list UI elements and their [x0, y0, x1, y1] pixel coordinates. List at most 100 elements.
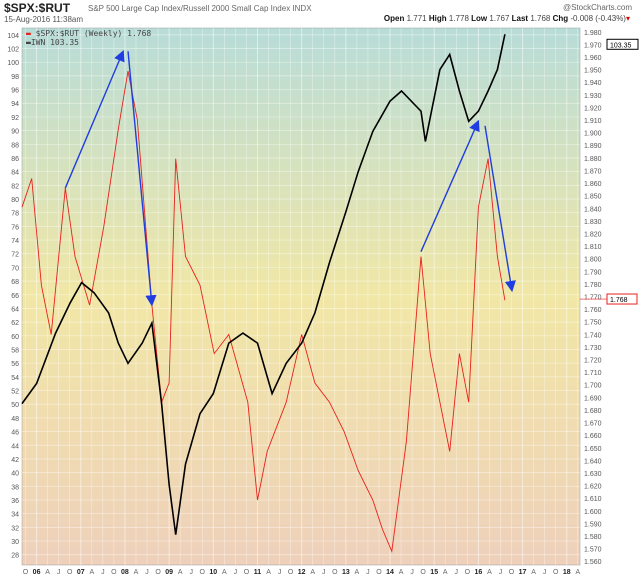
left-tick-label: 30 [11, 539, 19, 546]
high-label: High [428, 14, 447, 23]
right-tick-label: 1.650 [584, 446, 602, 453]
chart-title: $SPX:$RUT [4, 1, 71, 15]
x-tick-label: 15 [430, 569, 438, 576]
left-tick-label: 38 [11, 484, 19, 491]
legend: ▬ $SPX:$RUT (Weekly) 1.768 ▬IWN 103.35 [26, 29, 151, 47]
right-tick-label: 1.600 [584, 509, 602, 516]
right-tick-label: 1.750 [584, 320, 602, 327]
left-tick-label: 90 [11, 129, 19, 136]
x-tick-label: A [89, 569, 94, 576]
x-tick-label: J [145, 569, 149, 576]
right-tick-label: 1.660 [584, 433, 602, 440]
left-tick-label: 96 [11, 88, 19, 95]
x-tick-label: J [57, 569, 61, 576]
right-tick-label: 1.850 [584, 194, 602, 201]
left-tick-label: 50 [11, 402, 19, 409]
x-tick-label: A [45, 569, 50, 576]
right-tick-label: 1.680 [584, 408, 602, 415]
left-tick-label: 42 [11, 457, 19, 464]
right-tick-label: 1.820 [584, 231, 602, 238]
x-tick-label: J [410, 569, 414, 576]
right-tick-label: 1.880 [584, 156, 602, 163]
legend-swatch-iwn: ▬ [26, 38, 31, 47]
left-tick-label: 88 [11, 142, 19, 149]
iwn-line [21, 71, 506, 553]
x-tick-label: O [509, 569, 515, 576]
right-tick-label: 1.830 [584, 219, 602, 226]
right-tick-label: 1.950 [584, 68, 602, 75]
left-tick-label: 54 [11, 375, 19, 382]
left-tick-label: 66 [11, 293, 19, 300]
x-tick-label: 13 [342, 569, 350, 576]
high-value: 1.778 [448, 14, 469, 23]
x-tick-label: J [278, 569, 282, 576]
right-tick-label: 1.910 [584, 118, 602, 125]
plot-area [21, 27, 581, 566]
left-tick-label: 58 [11, 348, 19, 355]
last-price-text: 1.768 [610, 297, 628, 304]
chg-value: -0.008 (-0.43%) [570, 14, 626, 23]
x-tick-label: A [487, 569, 492, 576]
right-tick-label: 1.570 [584, 547, 602, 554]
left-tick-label: 68 [11, 279, 19, 286]
left-tick-label: 100 [7, 60, 19, 67]
x-tick-label: 17 [519, 569, 527, 576]
annotation-arrow [420, 119, 480, 252]
left-tick-label: 94 [11, 101, 19, 108]
x-tick-label: A [134, 569, 139, 576]
x-tick-label: O [332, 569, 338, 576]
low-label: Low [471, 14, 488, 23]
x-tick-label: 10 [209, 569, 217, 576]
last-value: 1.768 [530, 14, 551, 23]
left-tick-label: 70 [11, 265, 19, 272]
open-label: Open [383, 14, 405, 23]
right-tick-label: 1.780 [584, 282, 602, 289]
x-tick-label: A [178, 569, 183, 576]
last-price-tag [606, 293, 638, 305]
brand-label: @StockCharts.com [562, 3, 632, 12]
left-tick-label: 78 [11, 211, 19, 218]
right-tick-label: 1.720 [584, 358, 602, 365]
left-tick-label: 36 [11, 498, 19, 505]
left-tick-label: 92 [11, 115, 19, 122]
left-tick-label: 84 [11, 170, 19, 177]
right-tick-label: 1.740 [584, 332, 602, 339]
right-tick-label: 1.610 [584, 496, 602, 503]
x-tick-label: O [155, 569, 161, 576]
left-tick-label: 56 [11, 361, 19, 368]
annotation-arrow [64, 49, 125, 189]
left-tick-label: 34 [11, 512, 19, 519]
left-tick-label: 40 [11, 471, 19, 478]
x-tick-label: O [244, 569, 250, 576]
right-tick-label: 1.590 [584, 521, 602, 528]
x-tick-label: O [288, 569, 294, 576]
left-tick-label: 48 [11, 416, 19, 423]
left-tick-label: 98 [11, 74, 19, 81]
x-tick-label: J [189, 569, 193, 576]
right-tick-label: 1.620 [584, 484, 602, 491]
x-tick-label: A [443, 569, 448, 576]
x-tick-label: O [23, 569, 29, 576]
left-tick-label: 60 [11, 334, 19, 341]
x-tick-label: A [399, 569, 404, 576]
right-tick-label: 1.560 [584, 559, 602, 566]
x-tick-label: J [499, 569, 503, 576]
x-tick-label: O [420, 569, 426, 576]
x-tick-label: O [200, 569, 206, 576]
x-tick-label: 16 [474, 569, 482, 576]
x-tick-label: O [376, 569, 382, 576]
x-tick-label: J [543, 569, 547, 576]
left-tick-label: 104 [7, 33, 19, 40]
right-tick-label: 1.960 [584, 55, 602, 62]
left-tick-label: 74 [11, 238, 19, 245]
legend-ratio: $SPX:$RUT (Weekly) 1.768 [35, 29, 152, 38]
chart-subtitle: S&P 500 Large Cap Index/Russell 2000 Sma… [88, 4, 312, 13]
left-tick-label: 64 [11, 306, 19, 313]
x-tick-label: A [222, 569, 227, 576]
left-tick-label: 82 [11, 183, 19, 190]
date-label: 15-Aug-2016 11:38am [4, 15, 84, 24]
left-tick-label: 76 [11, 224, 19, 231]
right-tick-label: 1.700 [584, 383, 602, 390]
left-tick-label: 44 [11, 443, 19, 450]
x-tick-label: A [531, 569, 536, 576]
